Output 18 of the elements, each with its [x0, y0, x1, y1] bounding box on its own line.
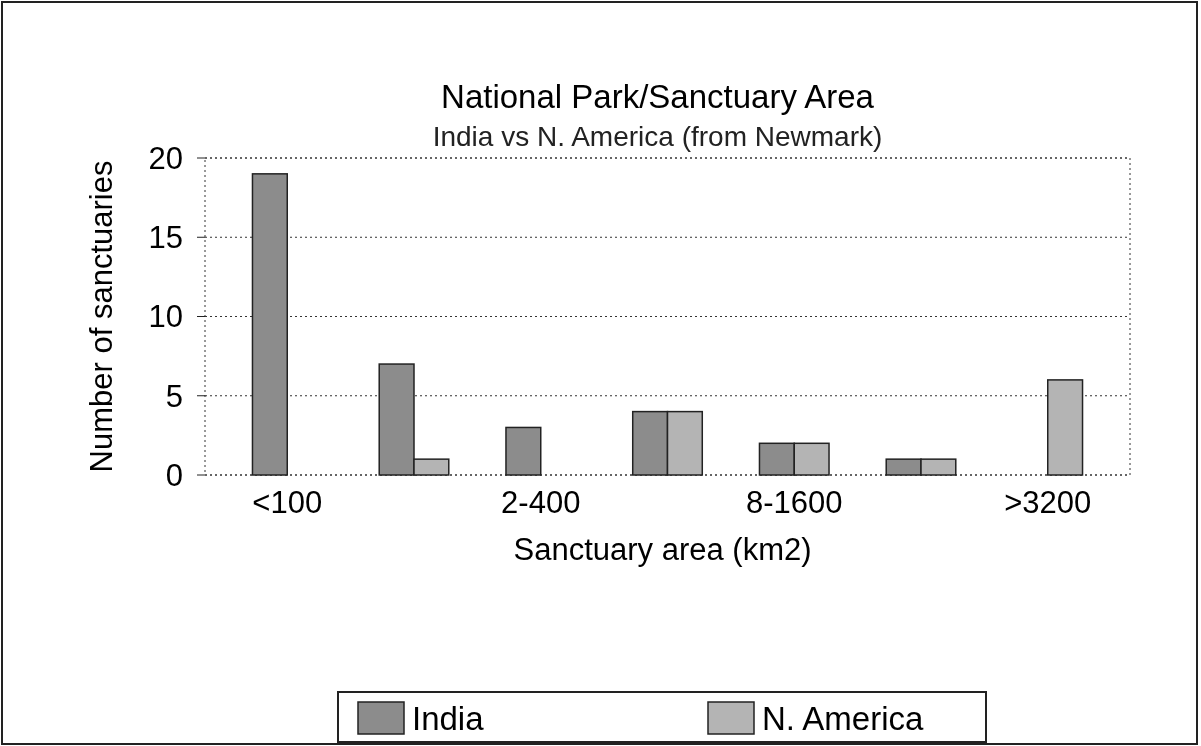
bar — [251, 173, 288, 476]
y-axis-title: Number of sanctuaries — [84, 160, 119, 473]
legend-label: India — [412, 699, 485, 737]
y-tick-label: 5 — [165, 378, 183, 414]
y-tick-label: 10 — [148, 299, 183, 335]
x-tick-label: >3200 — [1004, 485, 1092, 520]
y-tick-label: 15 — [148, 220, 183, 256]
chart-title: National Park/Sanctuary Area — [441, 78, 875, 115]
y-tick-label: 20 — [148, 140, 183, 176]
chart-subtitle: India vs N. America (from Newmark) — [432, 121, 883, 152]
x-axis-title: Sanctuary area (km2) — [513, 532, 812, 567]
x-tick-label: 8-1600 — [745, 485, 843, 520]
bar — [505, 426, 542, 476]
x-tick-label: 2-400 — [501, 485, 581, 520]
legend-label: N. America — [762, 699, 925, 737]
bar — [1047, 379, 1084, 476]
x-tick-label: <100 — [252, 485, 323, 520]
y-tick-label: 0 — [165, 457, 183, 493]
